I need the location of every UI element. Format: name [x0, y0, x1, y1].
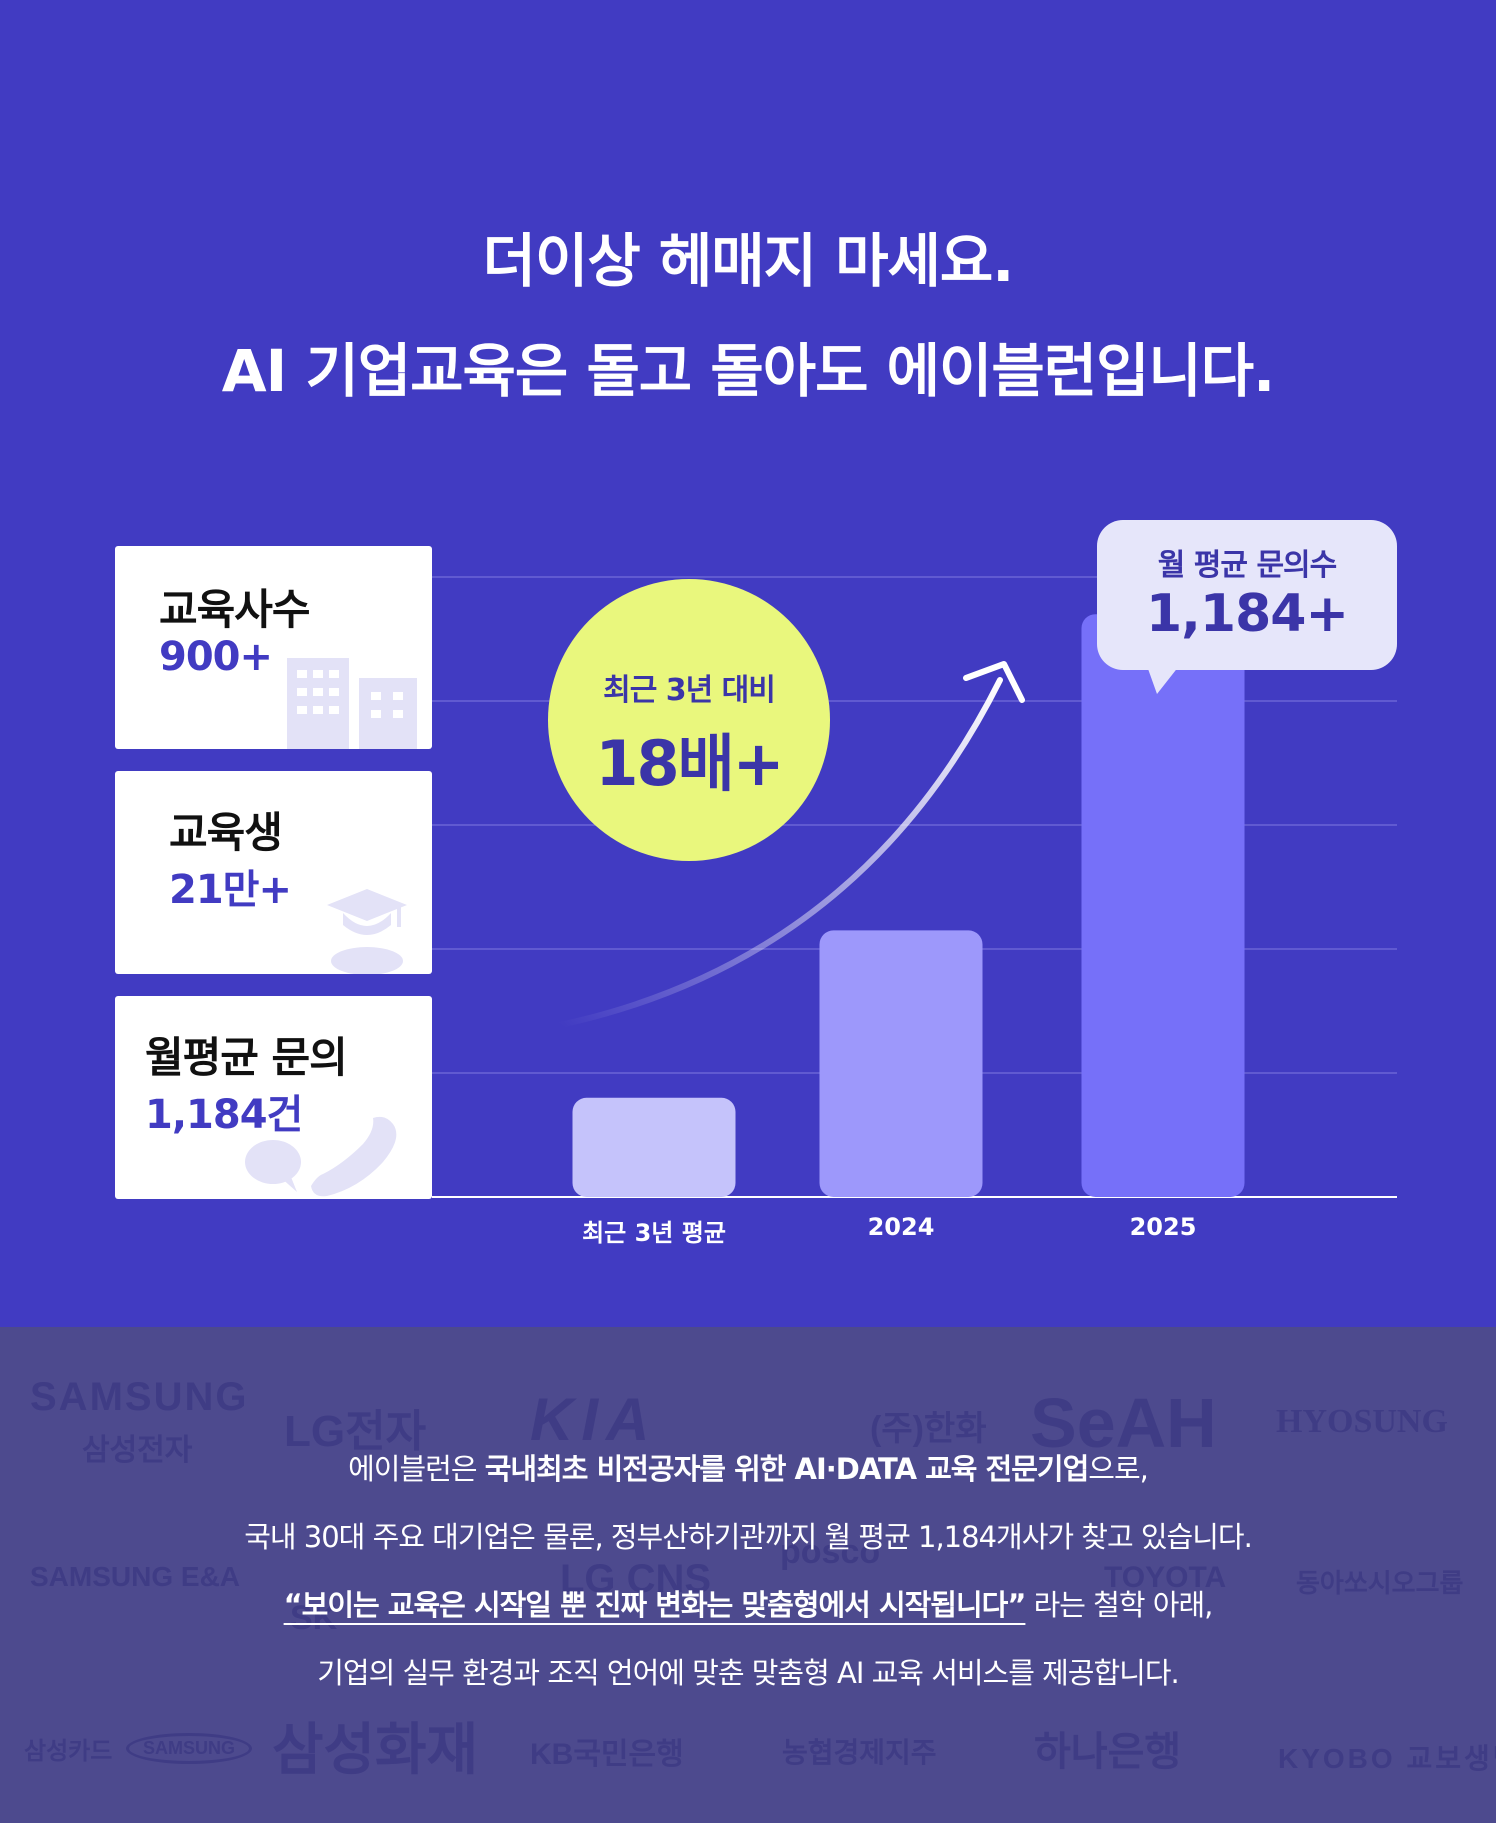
callout-label: 월 평균 문의수 [1157, 548, 1338, 583]
logo-samsung: SAMSUNG [30, 1375, 249, 1419]
stat-label: 교육생 [169, 808, 283, 857]
hero-section: 더이상 헤매지 마세요. AI 기업교육은 돌고 돌아도 에이블런입니다. 교육… [0, 0, 1496, 1327]
bar-2 [1081, 614, 1245, 1197]
chat-phone-icon [245, 1116, 397, 1197]
callout-value: 1,184+ [1145, 584, 1349, 644]
description-highlight: 국내최초 비전공자를 위한 AI·DATA 교육 전문기업 [484, 1452, 1090, 1486]
logo-samsung-card: 삼성카드 [24, 1738, 113, 1765]
logo-nonghyup: 농협경제지주 [782, 1737, 937, 1768]
headline: 더이상 헤매지 마세요. AI 기업교육은 돌고 돌아도 에이블런입니다. [0, 206, 1496, 426]
trend-arrow-head [963, 661, 1025, 703]
stat-card-instructors: 교육사수 900+ [115, 546, 432, 749]
logo-samsung-oval: SAMSUNG [126, 1733, 253, 1764]
logo-samsung-ea: SAMSUNG E&A [30, 1561, 241, 1592]
logo-hana-bank: 하나은행 [1034, 1730, 1182, 1774]
callout-tail [1147, 666, 1179, 694]
headline-line-2: AI 기업교육은 돌고 돌아도 에이블런입니다. [221, 337, 1275, 405]
logo-posco: posco [780, 1533, 881, 1571]
logo-seah: SeAH [1030, 1384, 1217, 1462]
bar-0 [572, 1097, 736, 1197]
stat-card-students: 교육생 21만+ [115, 771, 432, 974]
inquiries-bar-chart [432, 576, 1397, 1198]
description-line-3: “보이는 교육은 시작일 뿐 진짜 변화는 맞춤형에서 시작됩니다” 라는 철학… [283, 1588, 1214, 1622]
logo-samsung-fire: 삼성화재 [272, 1718, 479, 1781]
philosophy-quote: “보이는 교육은 시작일 뿐 진짜 변화는 맞춤형에서 시작됩니다” [283, 1588, 1027, 1622]
x-tick-label: 2025 [1129, 1213, 1197, 1241]
logo-donga: 동아쏘시오그룹 [1296, 1568, 1464, 1598]
growth-badge: 최근 3년 대비 18배+ [548, 579, 830, 861]
logo-kia: KIA [530, 1386, 658, 1453]
description-line-4: 기업의 실무 환경과 조직 언어에 맞춘 맞춤형 AI 교육 서비스를 제공합니… [317, 1656, 1180, 1690]
growth-badge-sub: 최근 3년 대비 [603, 673, 776, 708]
stat-card-inquiries: 월평균 문의 1,184건 [115, 996, 432, 1199]
logo-lg-cns: LG CNS [560, 1557, 712, 1601]
stat-value: 1,184건 [145, 1092, 303, 1138]
stat-value: 21만+ [169, 867, 292, 913]
logo-hanwha: (주)한화 [870, 1410, 987, 1448]
description-line-2: 국내 30대 주요 대기업은 물론, 정부산하기관까지 월 평균 1,184개사… [244, 1520, 1253, 1554]
bar-1 [819, 930, 983, 1197]
logo-hyosung: HYOSUNG [1276, 1403, 1448, 1440]
trend-arrow [557, 677, 1003, 1028]
stat-value: 900+ [159, 634, 273, 680]
x-tick-label: 2024 [867, 1213, 935, 1241]
stat-label: 교육사수 [159, 585, 311, 634]
stat-label: 월평균 문의 [145, 1033, 348, 1082]
company-description: 에이블런은 국내최초 비전공자를 위한 AI·DATA 교육 전문기업으로, 국… [0, 1435, 1496, 1707]
logo-kb-bank: KB국민은행 [530, 1738, 684, 1771]
building-icon [287, 658, 417, 749]
logo-lg-electronics: LG전자 [284, 1407, 427, 1456]
description-line-1: 에이블런은 국내최초 비전공자를 위한 AI·DATA 교육 전문기업으로, [348, 1452, 1149, 1486]
headline-line-1: 더이상 헤매지 마세요. [482, 227, 1015, 295]
growth-badge-value: 18배+ [595, 727, 784, 800]
x-tick-label: 최근 3년 평균 [582, 1219, 726, 1247]
logo-toyota: TOYOTA [1104, 1561, 1227, 1594]
logo-sk: SK [290, 1599, 338, 1637]
graduate-icon [327, 889, 407, 974]
monthly-inquiry-callout: 월 평균 문의수 1,184+ [1097, 520, 1397, 670]
logo-samsung-electronics: 삼성전자 [82, 1434, 193, 1467]
logo-kyobo: KYOBO 교보생명 [1278, 1743, 1496, 1774]
partners-section: SAMSUNG 삼성전자 LG전자 KIA (주)한화 SeAH HYOSUNG… [0, 1327, 1496, 1823]
